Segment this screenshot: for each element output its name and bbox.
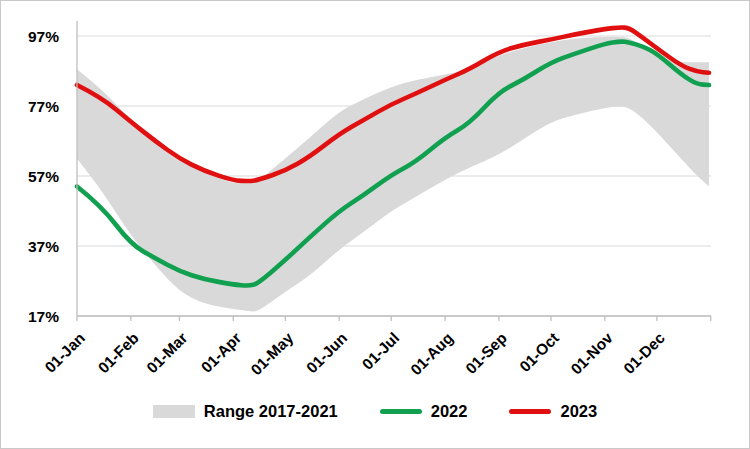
x-axis-label: 01-May xyxy=(247,329,296,378)
legend-item-range-2017-2021: Range 2017-2021 xyxy=(153,402,338,421)
legend-swatch xyxy=(509,409,551,414)
y-axis-label: 57% xyxy=(28,168,59,185)
legend-label: 2023 xyxy=(560,402,597,421)
legend-swatch xyxy=(380,409,422,414)
plot-area: 17%37%57%77%97%01-Jan01-Feb01-Mar01-Apr0… xyxy=(1,1,749,448)
x-axis-label: 01-Dec xyxy=(620,329,668,377)
x-axis-label: 01-Aug xyxy=(407,329,456,378)
legend: Range 2017-2021 2022 2023 xyxy=(1,402,749,421)
legend-label: Range 2017-2021 xyxy=(204,402,338,421)
x-axis-label: 01-Apr xyxy=(198,329,245,376)
x-axis-label: 01-Nov xyxy=(567,329,616,378)
y-axis-label: 97% xyxy=(28,28,59,45)
y-axis-label: 17% xyxy=(28,308,59,325)
chart-container: 17%37%57%77%97%01-Jan01-Feb01-Mar01-Apr0… xyxy=(0,0,750,449)
legend-label: 2022 xyxy=(431,402,468,421)
legend-item-2023: 2023 xyxy=(509,402,597,421)
x-axis-label: 01-Mar xyxy=(143,329,190,376)
x-axis-label: 01-Jul xyxy=(359,329,403,373)
x-axis-label: 01-Oct xyxy=(516,329,562,375)
x-axis-label: 01-Sep xyxy=(462,329,510,377)
x-axis-label: 01-Jun xyxy=(303,329,350,376)
legend-swatch xyxy=(153,405,195,418)
x-axis-label: 01-Feb xyxy=(95,329,142,376)
y-axis-label: 77% xyxy=(28,98,59,115)
x-axis-label: 01-Jan xyxy=(41,329,88,376)
legend-item-2022: 2022 xyxy=(380,402,468,421)
y-axis-label: 37% xyxy=(28,238,59,255)
